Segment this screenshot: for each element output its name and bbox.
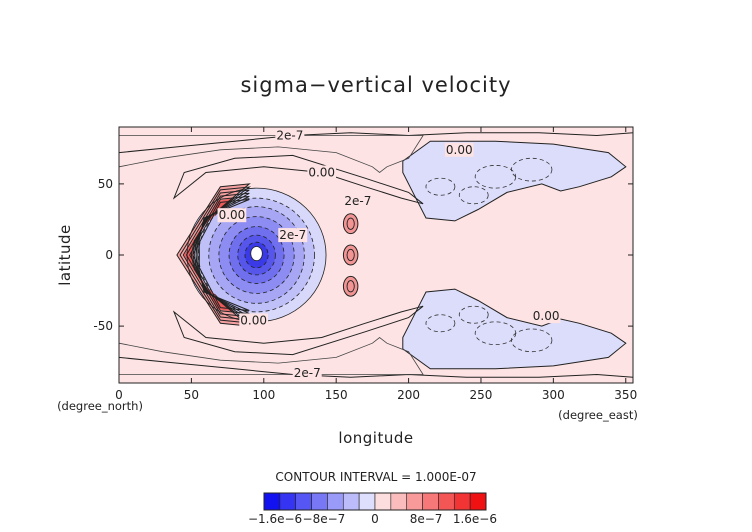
colorbar-swatch <box>327 492 344 511</box>
y-axis: -50 0 50 <box>93 177 633 333</box>
contour-label: 0.00 <box>219 208 246 222</box>
positive-cell <box>342 213 359 235</box>
positive-cell <box>342 244 359 266</box>
contour-label: 2e-7 <box>294 366 321 380</box>
colorbar-tick-label: 8e−7 <box>410 512 443 526</box>
positive-contour <box>192 199 250 311</box>
colorbar-frame <box>263 492 487 511</box>
positive-band-contour <box>119 127 633 154</box>
contour-label-bg <box>343 193 373 208</box>
negative-contour <box>510 328 553 353</box>
contour-label-bg <box>275 128 305 143</box>
x-tick-label: 300 <box>542 388 565 402</box>
x-tick-label: 100 <box>252 388 275 402</box>
contour-label-bg <box>217 208 247 223</box>
plot-area: 2e-7 0.00 0.00 2e-7 0.00 2e-7 0.00 0.00 2e-7 <box>118 126 634 384</box>
x-tick-label: 350 <box>614 388 637 402</box>
colorbar-swatch <box>358 492 376 511</box>
positive-cell <box>342 275 359 297</box>
contour-label-bg <box>239 313 269 328</box>
positive-band-contour <box>119 356 633 383</box>
negative-contour <box>425 314 456 333</box>
x-tick-label: 250 <box>470 388 493 402</box>
contour-label-bg <box>278 228 308 243</box>
colorbar-swatch <box>469 492 487 511</box>
colorbar-swatch <box>438 492 455 511</box>
chart-title: sigma−vertical velocity <box>240 73 511 97</box>
x-tick-label: 150 <box>325 388 348 402</box>
y-unit-label: (degree_north) <box>57 399 143 413</box>
x-unit-label: (degree_east) <box>558 408 638 422</box>
northern-negative-lobe <box>402 141 626 221</box>
negative-contour <box>510 157 553 182</box>
positive-cell-core <box>346 280 355 293</box>
negative-contour <box>208 206 305 304</box>
colorbar-tick-label: −1.6e−6 <box>248 512 302 526</box>
contour-line <box>119 336 424 375</box>
negative-contour <box>458 305 489 324</box>
contour-label: 2e-7 <box>344 194 371 208</box>
x-tick-label: 200 <box>397 388 420 402</box>
x-axis-label: longitude <box>338 429 413 447</box>
storm-center <box>250 246 263 262</box>
colorbar-swatch <box>374 492 392 511</box>
contour-label-bg <box>444 142 474 157</box>
negative-contour <box>198 197 315 313</box>
colorbar-swatch <box>390 492 408 511</box>
y-tick-label: -50 <box>93 319 113 333</box>
positive-cell-core <box>346 248 355 262</box>
zero-contour <box>402 140 627 222</box>
zero-contour <box>172 305 424 356</box>
x-tick-label: 0 <box>115 388 123 402</box>
colorbar-swatch <box>295 492 312 511</box>
negative-contour <box>458 186 489 205</box>
colorbar-swatch <box>279 492 297 511</box>
positive-cell-core <box>346 217 355 230</box>
negative-contour <box>237 234 276 276</box>
contour-label: 0.00 <box>240 313 267 327</box>
contour-interval-text: CONTOUR INTERVAL = 1.000E-07 <box>275 470 476 484</box>
y-tick-label: 0 <box>105 248 113 262</box>
y-axis-label: latitude <box>56 224 74 286</box>
zero-contour <box>402 288 627 370</box>
negative-contour <box>425 177 456 196</box>
contour-label: 2e-7 <box>276 129 303 143</box>
colorbar-tick-label: 0 <box>371 512 379 526</box>
x-axis: 0 50 100 150 200 250 300 350 <box>115 127 637 402</box>
negative-contour <box>244 241 269 269</box>
negative-contour <box>474 164 517 189</box>
colorbar-swatch <box>311 492 328 511</box>
colorbar-tick-label: −8e−7 <box>303 512 346 526</box>
negative-contour <box>218 216 295 294</box>
colorbar-swatch <box>406 492 423 511</box>
contour-label: 0.00 <box>308 166 335 180</box>
contour-label: 2e-7 <box>279 228 306 242</box>
contour-label-bg <box>292 366 322 381</box>
y-tick-label: 50 <box>98 177 113 191</box>
colorbar-swatch <box>342 492 360 511</box>
colorbar: −1.6e−6 −8e−7 0 8e−7 1.6e−6 <box>248 492 497 526</box>
colorbar-swatch <box>422 492 439 511</box>
contour-label: 0.00 <box>446 143 473 157</box>
zero-contour <box>172 154 424 205</box>
positive-contour <box>189 195 250 315</box>
colorbar-swatch <box>453 492 471 511</box>
contour-line <box>119 135 424 174</box>
colorbar-tick-label: 1.6e−6 <box>453 512 497 526</box>
x-tick-label: 50 <box>184 388 199 402</box>
colorbar-swatch <box>263 492 281 511</box>
contour-label: 0.00 <box>533 309 560 323</box>
contour-label-bg <box>531 309 561 324</box>
southern-negative-lobe <box>402 289 626 369</box>
negative-contour <box>228 226 285 284</box>
contour-label-bg <box>307 165 337 180</box>
